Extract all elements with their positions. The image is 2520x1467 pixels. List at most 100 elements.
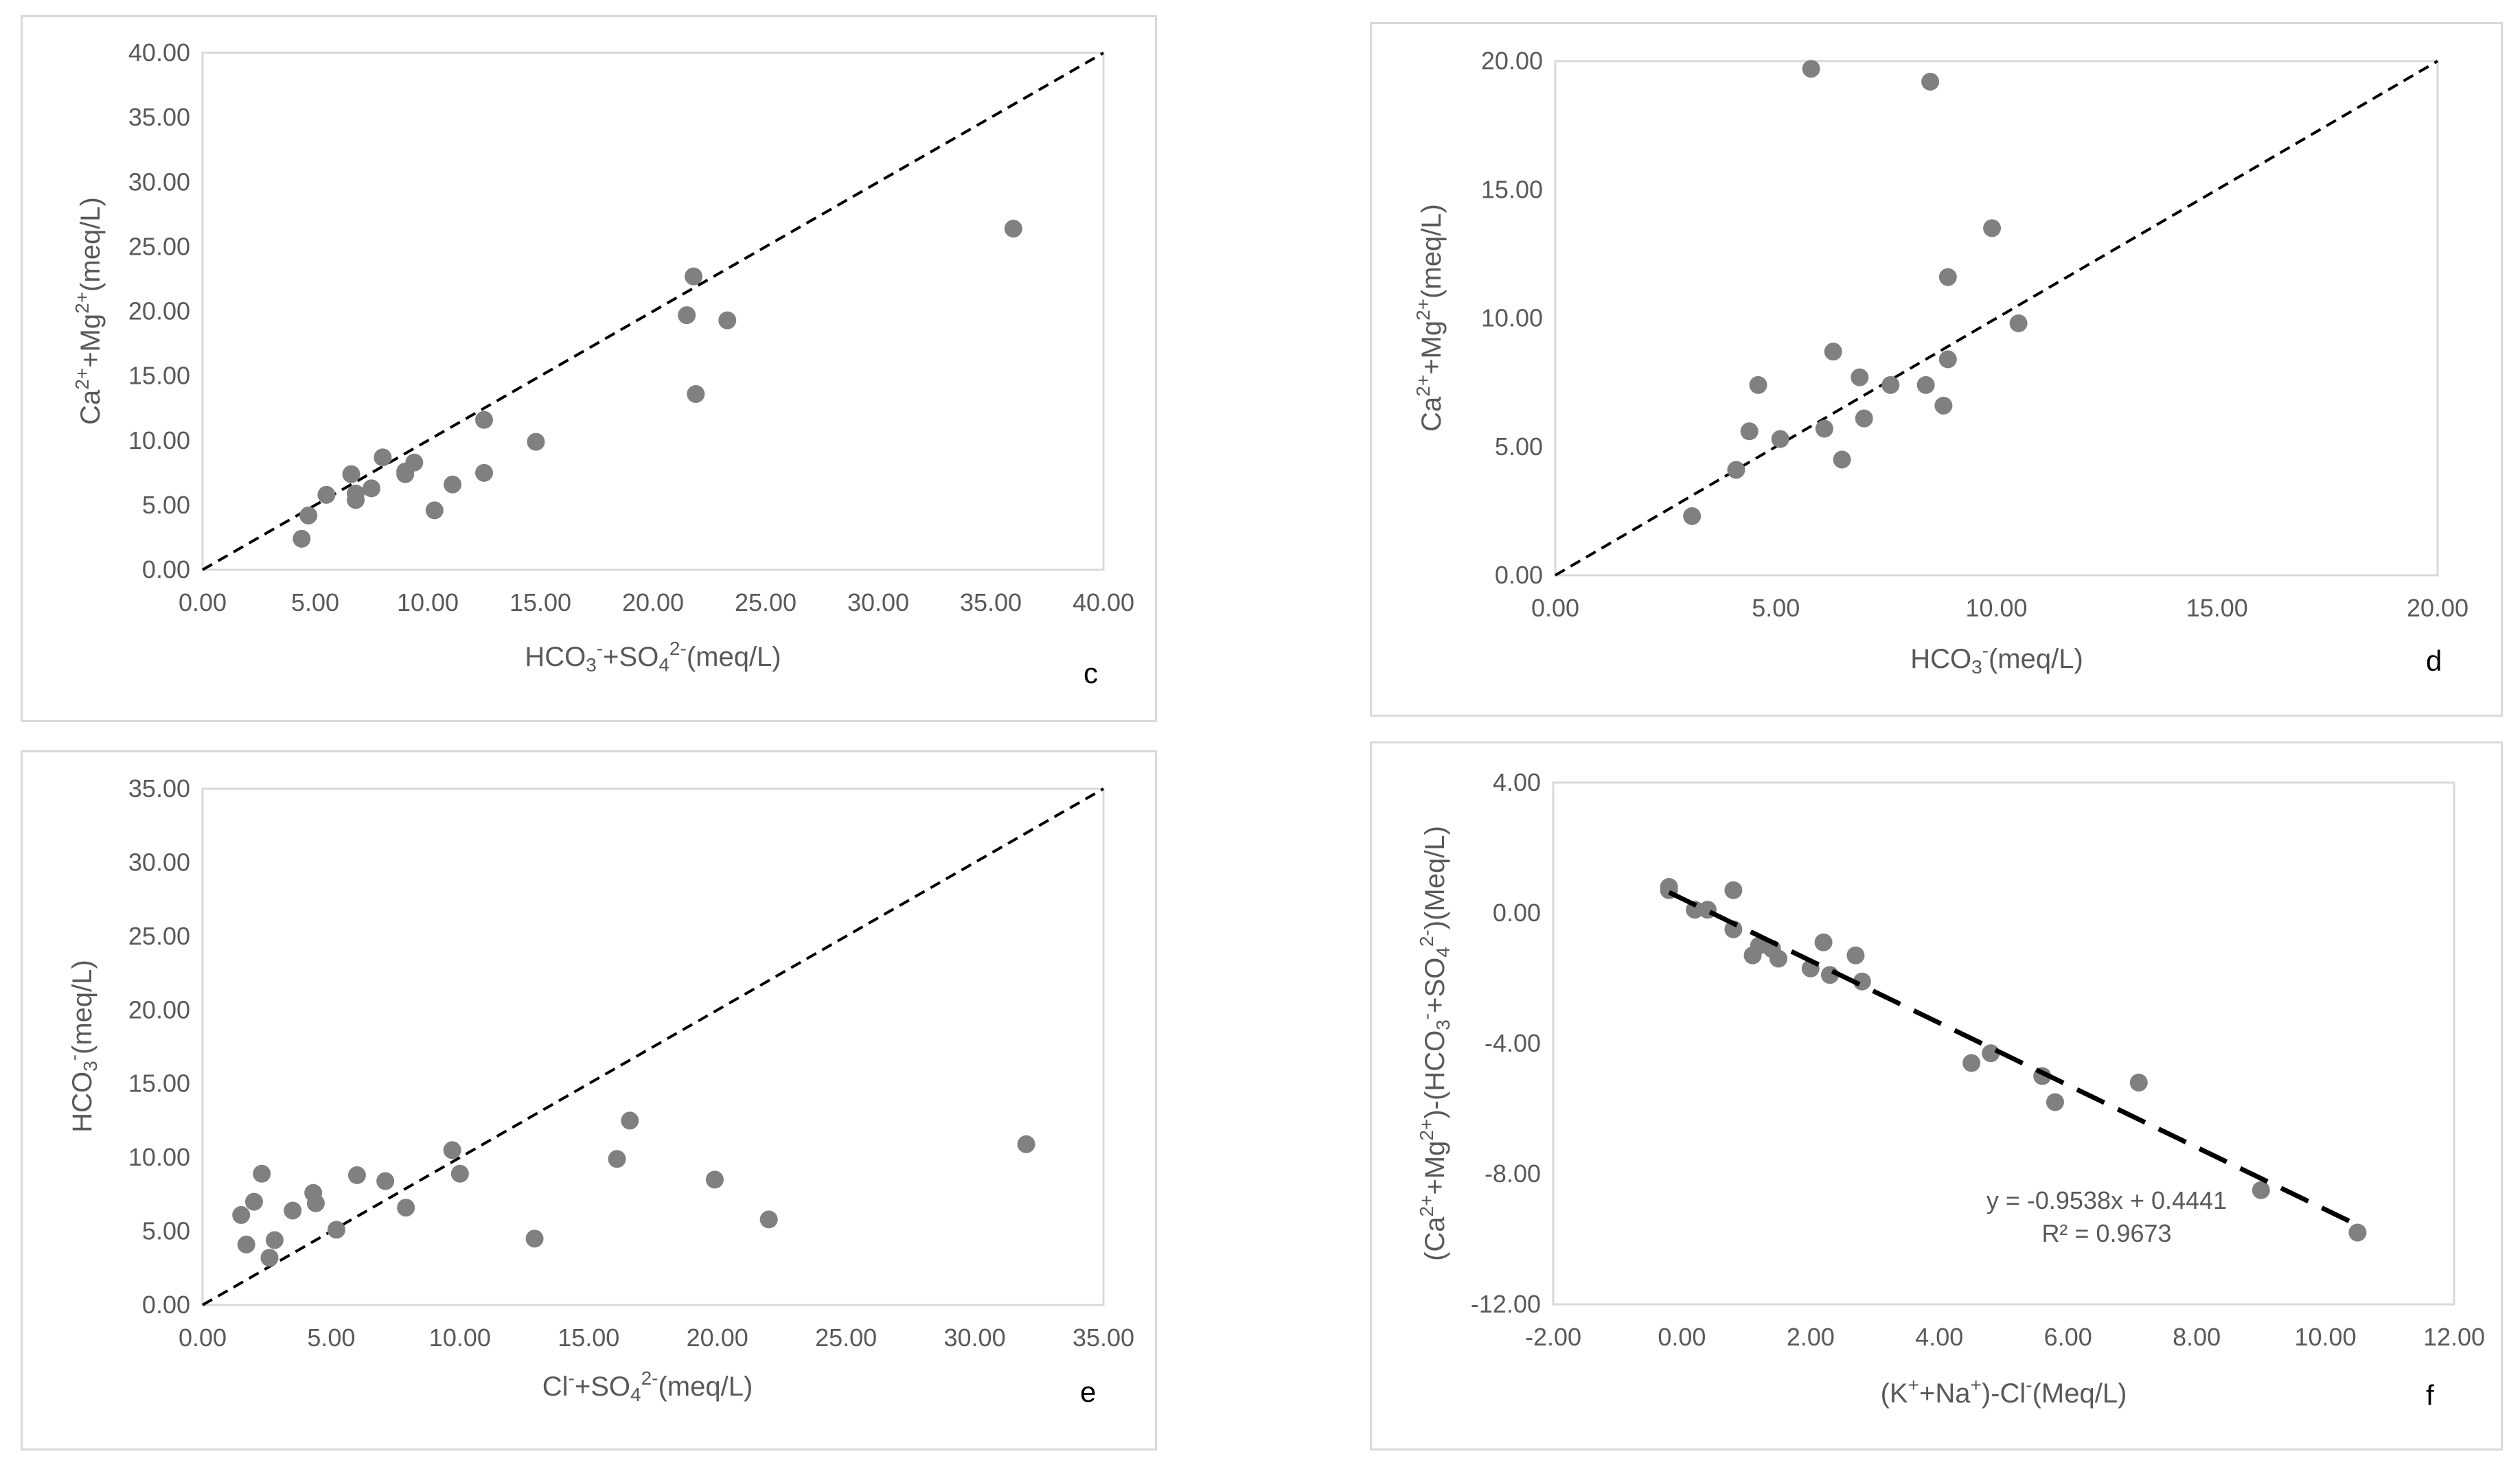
data-point [1749, 376, 1767, 394]
data-point [253, 1164, 271, 1183]
x-tick-label: 0.00 [1531, 594, 1579, 622]
chart-panel-d: 0.00 5.00 10.00 15.00 20.00 0.00 5.00 10.00 15.… [1370, 22, 2503, 717]
data-point [1938, 350, 1957, 369]
data-point [232, 1205, 251, 1224]
data-point [687, 384, 705, 403]
y-tick-label: -12.00 [1471, 1290, 1541, 1318]
chart-c-svg: 0.00 5.00 10.00 15.00 20.00 25.00 30.00 35.00 40… [71, 38, 1134, 689]
reference-line [202, 787, 1104, 1306]
y-tick-label: 10.00 [128, 1143, 190, 1171]
data-point [1004, 220, 1022, 238]
data-point [376, 1172, 395, 1190]
data-point [237, 1235, 255, 1254]
x-tick-label: 10.00 [1965, 594, 2027, 622]
data-point [299, 506, 318, 524]
data-point [317, 485, 336, 504]
data-point [1815, 419, 1833, 438]
y-tick-label: 20.00 [1481, 47, 1543, 75]
data-point [363, 479, 380, 498]
data-point [397, 1199, 415, 1217]
x-tick-label: -2.00 [1525, 1323, 1581, 1351]
y-axis-label: (Ca2++Mg2+)-(HCO3-+SO42-)(Meq/L) [1416, 826, 1454, 1261]
data-point [1017, 1135, 1035, 1153]
data-point [306, 1194, 325, 1212]
data-point [1802, 60, 1820, 78]
data-point [525, 1229, 544, 1248]
data-point [759, 1210, 778, 1229]
x-tick-label: 15.00 [509, 588, 571, 616]
data-point [2129, 1074, 2148, 1091]
ticks-x: 0.00 5.00 10.00 15.00 20.00 25.00 30.00 35.00 [179, 1324, 1134, 1352]
x-tick-label: 2.00 [1787, 1323, 1835, 1351]
x-tick-label: 25.00 [735, 588, 797, 616]
trendline-r2: R² = 0.9673 [2041, 1219, 2171, 1247]
data-point [1814, 933, 1833, 951]
plot-frame [1552, 781, 2455, 1306]
trendline [1668, 890, 2359, 1227]
panel-label: e [1080, 1376, 1096, 1408]
data-point [244, 1192, 263, 1211]
x-tick-label: 15.00 [558, 1324, 619, 1352]
y-axis-label: Ca2++Mg2+(meq/L) [1412, 204, 1447, 432]
plot-frame [201, 51, 1105, 571]
y-tick-label: 10.00 [1481, 304, 1543, 332]
data-point [443, 1141, 461, 1159]
chart-f-svg: -2.00 0.00 2.00 4.00 6.00 8.00 10.00 12.00 -12.… [1416, 768, 2485, 1411]
y-tick-label: 5.00 [142, 491, 190, 519]
y-tick-label: 15.00 [128, 1070, 190, 1098]
y-tick-label: 25.00 [128, 922, 190, 950]
data-point [444, 475, 462, 494]
reference-line [202, 51, 1104, 571]
x-tick-label: 20.00 [622, 588, 684, 616]
y-tick-label: 40.00 [128, 38, 190, 67]
data-point [1846, 946, 1865, 964]
data-point [527, 432, 545, 451]
data-point [1983, 219, 2002, 238]
x-tick-label: 0.00 [179, 1324, 227, 1352]
y-tick-label: -4.00 [1485, 1029, 1541, 1057]
y-tick-label: 30.00 [128, 168, 190, 196]
data-point [2252, 1181, 2270, 1199]
ticks-y: 0.00 5.00 10.00 15.00 20.00 25.00 30.00 35.00 40… [128, 38, 190, 584]
data-point [608, 1150, 626, 1168]
x-tick-label: 4.00 [1915, 1323, 1963, 1351]
y-tick-label: 20.00 [128, 297, 190, 325]
data-point [1916, 376, 1935, 394]
chart-panel-c: 0.00 5.00 10.00 15.00 20.00 25.00 30.00 35.00 40… [21, 15, 1157, 722]
data-point [475, 411, 493, 429]
data-point [685, 267, 703, 286]
x-tick-label: 10.00 [397, 588, 459, 616]
y-tick-label: 4.00 [1493, 768, 1541, 796]
y-axis-label: Ca2++Mg2+(meq/L) [71, 197, 106, 425]
y-tick-label: 25.00 [128, 232, 190, 260]
data-point [705, 1170, 724, 1189]
data-point [2046, 1093, 2064, 1111]
data-point [1855, 409, 1873, 428]
data-point [1934, 396, 1953, 415]
ticks-y: 0.00 5.00 10.00 15.00 20.00 [1481, 47, 1543, 589]
x-tick-label: 10.00 [2295, 1323, 2357, 1351]
y-axis-label: HCO3-(meq/L) [63, 960, 101, 1133]
data-point [1724, 920, 1743, 938]
x-tick-label: 8.00 [2173, 1323, 2221, 1351]
chart-panel-e: 0.00 5.00 10.00 15.00 20.00 25.00 30.00 35.00 0… [21, 750, 1157, 1451]
data-point [450, 1164, 469, 1183]
x-tick-label: 6.00 [2044, 1323, 2092, 1351]
data-point [425, 501, 444, 520]
chart-panel-f: -2.00 0.00 2.00 4.00 6.00 8.00 10.00 12.00 -12.… [1370, 741, 2503, 1451]
data-point [1881, 376, 1900, 394]
y-tick-label: 0.00 [142, 555, 190, 584]
x-tick-label: 25.00 [815, 1324, 877, 1352]
data-point [342, 465, 360, 483]
x-tick-label: 0.00 [179, 588, 227, 616]
x-axis-label: Cl-+SO42-(meq/L) [542, 1367, 753, 1405]
plot-frame [201, 787, 1105, 1306]
data-points [293, 220, 1022, 548]
x-axis-label: (K++Na+)-Cl-(Meq/L) [1881, 1374, 2127, 1409]
x-tick-label: 5.00 [307, 1324, 355, 1352]
ticks-y: 0.00 5.00 10.00 15.00 20.00 25.00 30.00 35.00 [128, 774, 190, 1319]
data-point [347, 1166, 366, 1184]
panel-label: d [2426, 645, 2442, 677]
data-point [374, 448, 392, 467]
data-point [1771, 430, 1789, 448]
